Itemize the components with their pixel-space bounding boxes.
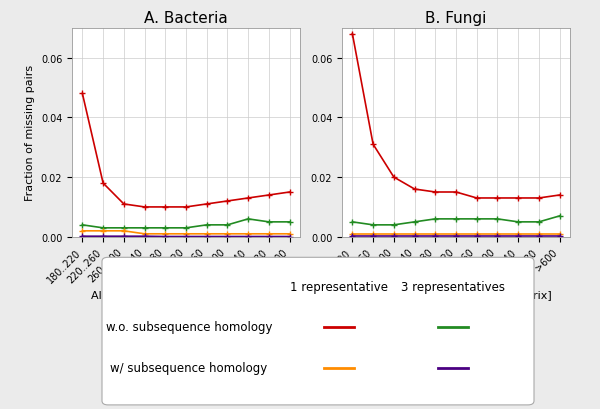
Y-axis label: Fraction of missing pairs: Fraction of missing pairs bbox=[25, 65, 35, 201]
Title: A. Bacteria: A. Bacteria bbox=[144, 11, 228, 26]
Text: 1 representative: 1 representative bbox=[290, 280, 388, 293]
Text: w.o. subsequence homology: w.o. subsequence homology bbox=[106, 321, 272, 334]
Text: w/ subsequence homology: w/ subsequence homology bbox=[110, 362, 268, 375]
X-axis label: Alignment score [GCB 224 Matrix]: Alignment score [GCB 224 Matrix] bbox=[91, 290, 281, 300]
Text: 3 representatives: 3 representatives bbox=[401, 280, 505, 293]
X-axis label: Alignment score [GCB 224 Matrix]: Alignment score [GCB 224 Matrix] bbox=[361, 290, 551, 300]
Title: B. Fungi: B. Fungi bbox=[425, 11, 487, 26]
